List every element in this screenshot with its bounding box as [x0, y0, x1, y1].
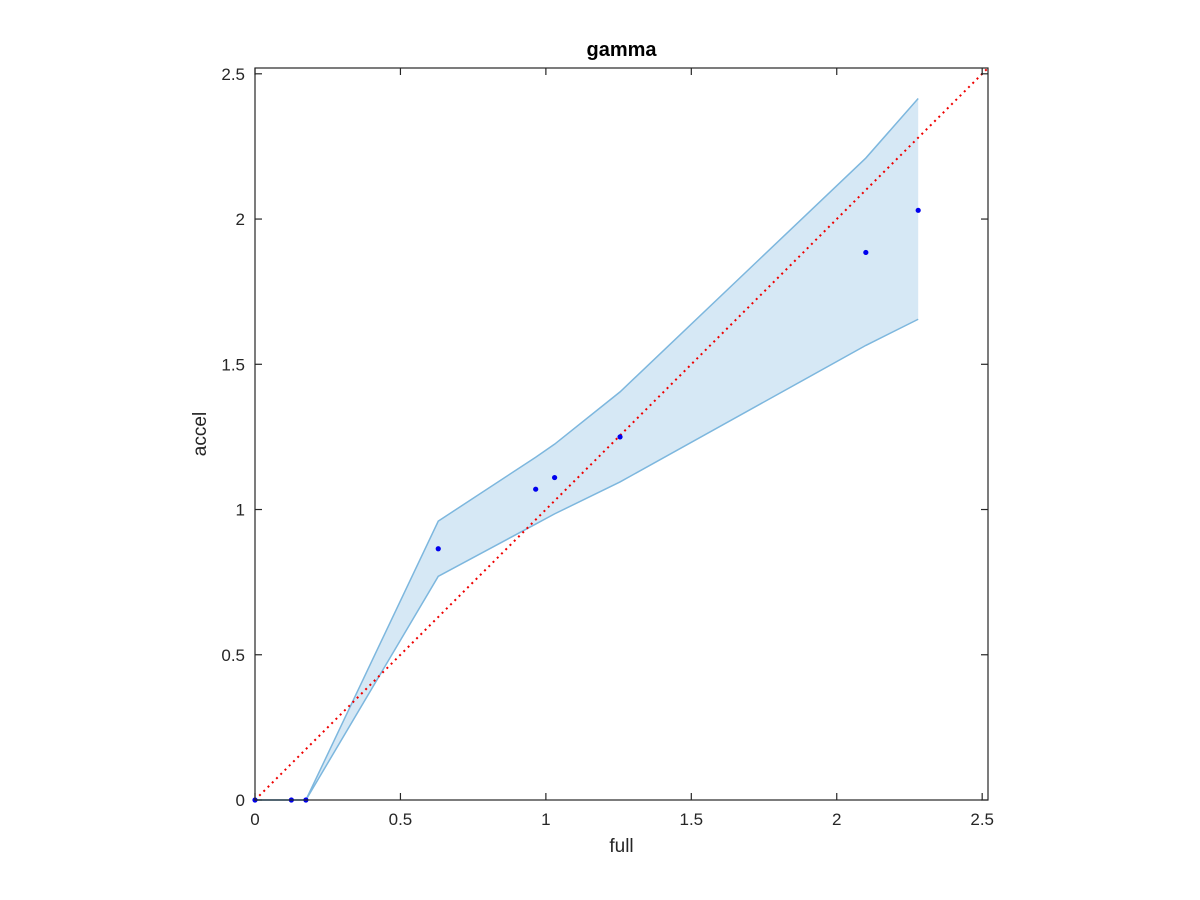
confidence-band-fill — [255, 98, 919, 800]
x-tick-label: 2.5 — [970, 810, 994, 829]
data-point — [863, 249, 869, 256]
chart-title: gamma — [586, 39, 657, 61]
x-tick-label: 2 — [832, 810, 841, 829]
x-tick-label: 0.5 — [389, 810, 413, 829]
x-tick-label: 1.5 — [679, 810, 703, 829]
axes-box — [254, 67, 989, 801]
y-tick-label: 2.5 — [221, 65, 245, 84]
x-axis-label: full — [609, 836, 633, 857]
identity-reference-line — [254, 67, 989, 801]
x-tick-label: 1 — [541, 810, 550, 829]
y-tick-label: 0 — [236, 791, 245, 810]
plot-area: 0 0.5 1 1.5 2 2.5 0 0.5 1 1.5 2 2.5 — [221, 65, 994, 829]
y-tick-label: 1 — [236, 501, 245, 520]
data-point — [435, 546, 441, 552]
data-point — [617, 434, 623, 440]
data-point — [915, 207, 921, 213]
y-tick-label: 2 — [236, 210, 245, 229]
y-tick-label: 1.5 — [221, 355, 245, 374]
x-tick-label: 0 — [250, 810, 259, 829]
data-point — [551, 474, 558, 481]
data-point — [533, 486, 539, 492]
axis-ticks: 0 0.5 1 1.5 2 2.5 0 0.5 1 1.5 2 2.5 — [221, 65, 994, 829]
y-axis-label: accel — [190, 412, 211, 456]
y-tick-label: 0.5 — [221, 646, 245, 665]
